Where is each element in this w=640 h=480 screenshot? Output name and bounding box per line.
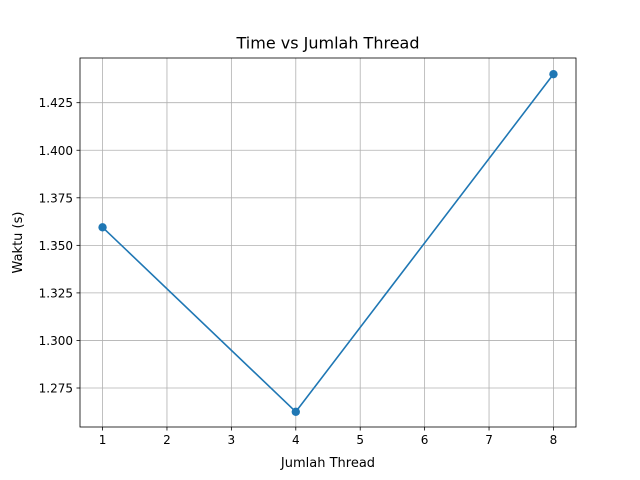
y-tick-label: 1.425 <box>39 96 73 110</box>
x-axis-label: Jumlah Thread <box>280 456 375 471</box>
x-tick-label: 6 <box>421 433 429 447</box>
y-tick-label: 1.300 <box>39 334 73 348</box>
data-point <box>549 69 558 79</box>
x-tick-label: 1 <box>99 433 107 447</box>
data-point <box>291 407 300 416</box>
series-layer <box>98 69 558 416</box>
plot-frame <box>79 57 577 428</box>
y-tick-label: 1.325 <box>39 286 73 300</box>
x-tick-label: 4 <box>292 433 300 447</box>
y-tick-label: 1.400 <box>39 144 73 158</box>
y-axis-label: Waktu (s) <box>11 212 26 274</box>
data-point <box>98 223 107 232</box>
y-tick-label: 1.275 <box>39 382 73 396</box>
y-tick-label: 1.375 <box>39 191 73 205</box>
y-tick-label: 1.350 <box>39 239 73 253</box>
x-tick-label: 8 <box>550 433 558 447</box>
x-tick-label: 2 <box>163 433 171 447</box>
x-tick-label: 3 <box>228 433 236 447</box>
x-tick-label: 5 <box>356 433 364 447</box>
axis-ticks: 1 2 3 4 5 6 7 8 1.275 1.300 1.325 1.350 1.375 1.400 1.… <box>39 96 558 447</box>
chart-title: Time vs Jumlah Thread <box>236 34 420 53</box>
x-tick-label: 7 <box>485 433 493 447</box>
